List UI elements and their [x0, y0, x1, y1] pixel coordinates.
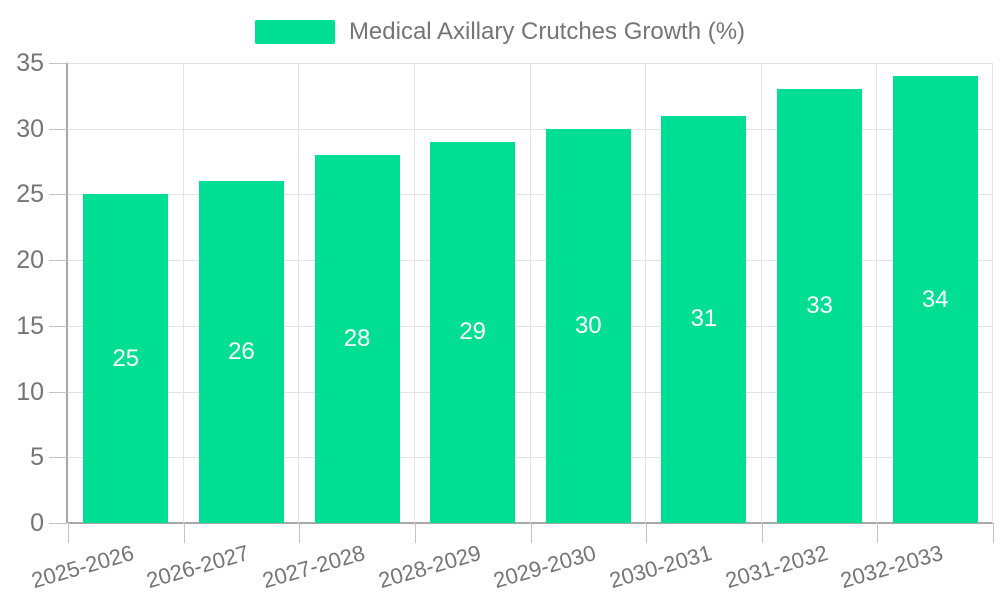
y-tick-label: 25	[16, 180, 44, 209]
y-axis-tick	[49, 128, 67, 130]
x-axis-tick	[68, 523, 69, 543]
gridline-horizontal	[68, 260, 993, 262]
y-axis-line	[66, 63, 68, 523]
gridline-vertical	[645, 63, 647, 523]
x-axis-tick	[877, 523, 879, 543]
x-axis-tick	[993, 523, 994, 543]
value-label: 29	[459, 318, 487, 346]
gridline-vertical	[413, 63, 415, 523]
bar-2029-2030[interactable]: 30	[545, 128, 631, 523]
bar-2025-2026[interactable]: 25	[83, 194, 169, 523]
legend-label: Medical Axillary Crutches Growth (%)	[348, 18, 746, 45]
x-axis-tick	[183, 523, 185, 543]
y-axis-tick	[49, 194, 67, 196]
value-label: 28	[343, 325, 371, 352]
x-axis-tick	[761, 523, 763, 543]
y-axis-tick	[49, 325, 67, 327]
bar-2028-2029[interactable]: 29	[430, 141, 516, 523]
value-label: 34	[921, 285, 949, 313]
y-tick-label: 20	[16, 246, 44, 275]
y-axis-tick	[49, 391, 67, 393]
value-label: 30	[574, 311, 602, 339]
gridline-horizontal	[68, 63, 993, 64]
gridline-vertical	[992, 63, 993, 523]
value-label: 31	[690, 305, 718, 333]
y-tick-label: 30	[16, 114, 44, 143]
x-axis-tick	[646, 523, 648, 543]
legend-swatch	[254, 20, 335, 44]
gridline-vertical	[182, 63, 184, 523]
y-tick-label: 5	[30, 443, 44, 472]
gridline-horizontal	[68, 194, 993, 196]
x-axis-tick	[530, 523, 532, 543]
plot-area: 25 26 28 29 30 31 33 34	[68, 63, 993, 523]
value-label: 26	[228, 338, 255, 366]
gridline-vertical	[529, 63, 531, 523]
gridline-vertical	[876, 63, 878, 523]
y-tick-label: 0	[30, 509, 44, 537]
y-axis-tick	[49, 63, 67, 64]
x-axis-tick	[414, 523, 416, 543]
y-tick-label: 10	[16, 377, 44, 406]
y-tick-label: 15	[16, 311, 44, 340]
y-axis-tick	[49, 457, 67, 459]
bar-2032-2033[interactable]: 34	[892, 76, 978, 523]
gridline-vertical	[298, 63, 300, 523]
gridline-horizontal	[68, 457, 993, 459]
gridline-horizontal	[68, 325, 993, 327]
y-axis-tick	[49, 523, 67, 524]
gridline-horizontal	[68, 391, 993, 393]
gridline-vertical	[760, 63, 762, 523]
bar-2030-2031[interactable]: 31	[661, 115, 747, 523]
value-label: 25	[112, 344, 140, 372]
bar-2031-2032[interactable]: 33	[777, 89, 863, 523]
value-label: 33	[806, 292, 833, 320]
bar-2026-2027[interactable]: 26	[198, 181, 284, 523]
bar-2027-2028[interactable]: 28	[314, 155, 400, 523]
gridline-horizontal	[68, 128, 993, 130]
chart-legend[interactable]: Medical Axillary Crutches Growth (%)	[0, 18, 1000, 46]
x-axis-tick	[299, 523, 301, 543]
y-tick-label: 35	[16, 49, 44, 77]
y-axis-tick	[49, 260, 67, 262]
